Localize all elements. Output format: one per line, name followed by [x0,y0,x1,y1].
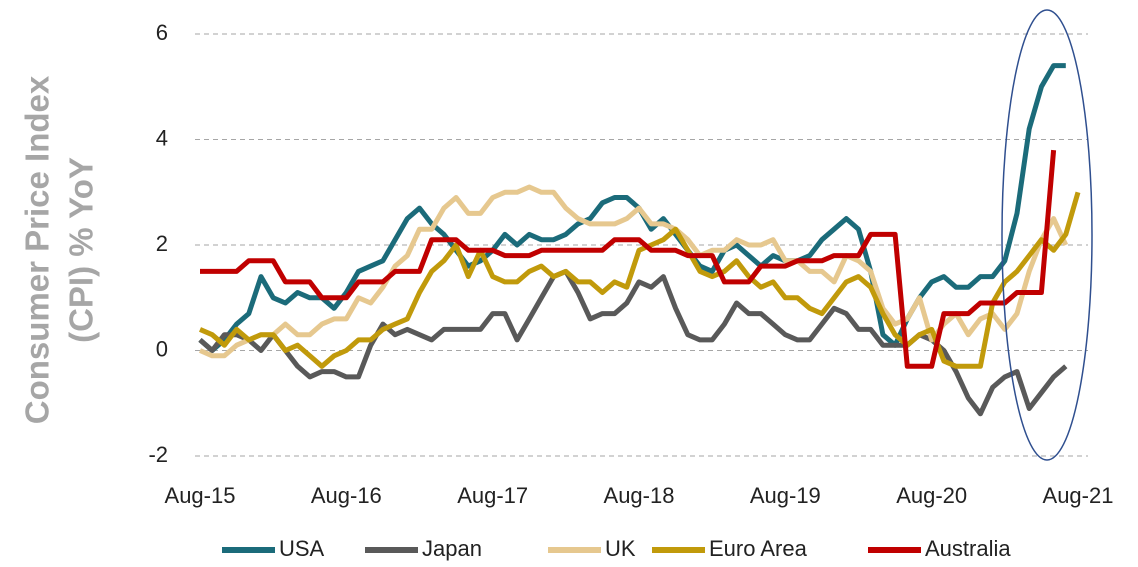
line-series [199,191,1081,369]
line-series [199,184,1069,359]
legend-label: Euro Area [709,536,808,561]
y-tick-label: 2 [156,231,168,256]
legend-label: Australia [925,536,1011,561]
x-tick-label: Aug-15 [165,483,236,508]
y-tick-label: 6 [156,20,168,45]
legend-label: Japan [422,536,482,561]
y-tick-label: 4 [156,125,168,150]
legend-label: USA [279,536,325,561]
y-tick-label: 0 [156,336,168,361]
y-tick-label: -2 [148,442,168,467]
x-tick-label: Aug-21 [1043,483,1114,508]
x-tick-label: Aug-17 [457,483,528,508]
y-axis-label: (CPI) % YoY [63,157,100,343]
legend-label: UK [605,536,636,561]
x-tick-label: Aug-16 [311,483,382,508]
x-tick-label: Aug-20 [896,483,967,508]
x-tick-label: Aug-18 [604,483,675,508]
x-tick-label: Aug-19 [750,483,821,508]
line-series [200,149,1057,369]
y-axis-label: Consumer Price Index [19,75,56,424]
line-series [198,63,1066,353]
highlight-ellipse [1001,9,1093,461]
